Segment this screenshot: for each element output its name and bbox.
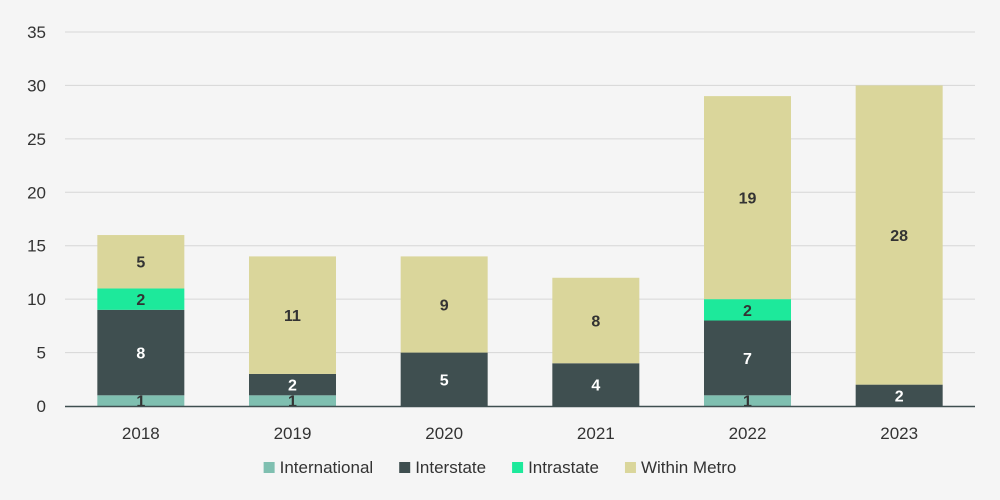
y-tick-label: 30 xyxy=(27,76,46,95)
data-label: 19 xyxy=(739,191,757,208)
data-label: 2 xyxy=(136,292,145,309)
legend-item: International xyxy=(263,458,374,477)
bar-segment xyxy=(249,373,336,396)
bar-segment xyxy=(552,277,640,364)
x-axis: 2018 2019 2020 2021 2022 2023 xyxy=(65,405,975,443)
legend-label: International xyxy=(280,458,374,477)
bar-segment xyxy=(97,288,185,310)
legend-label: Intrastate xyxy=(528,458,599,477)
data-label: 7 xyxy=(743,351,752,368)
bar-segment xyxy=(704,395,791,406)
bar-segment xyxy=(400,352,488,406)
bar-segment xyxy=(552,363,640,406)
bar-segment xyxy=(97,395,185,406)
legend: International Interstate Intrastate Within … xyxy=(263,458,736,477)
legend-item: Within Metro xyxy=(624,458,736,477)
x-tick-label: 2019 xyxy=(274,424,312,443)
bar-segment xyxy=(704,96,791,300)
legend-swatch xyxy=(263,462,275,473)
y-tick-label: 0 xyxy=(37,397,46,416)
data-label: 9 xyxy=(440,297,449,314)
bar-segment xyxy=(855,384,943,406)
legend-swatch xyxy=(512,462,524,473)
data-label: 2 xyxy=(895,388,904,405)
bar-segment xyxy=(400,256,488,353)
bar-segment xyxy=(97,235,185,289)
data-label: 8 xyxy=(136,346,145,363)
y-tick-label: 10 xyxy=(27,290,46,309)
legend-swatch xyxy=(624,462,636,473)
x-tick-label: 2021 xyxy=(577,424,615,443)
data-label: 5 xyxy=(136,255,145,272)
data-label: 1 xyxy=(136,394,145,411)
bar-segment xyxy=(97,309,185,396)
y-tick-label: 15 xyxy=(27,237,46,256)
data-label: 28 xyxy=(890,228,908,245)
bar-segment xyxy=(704,320,791,396)
x-tick-label: 2022 xyxy=(729,424,767,443)
x-tick-label: 2018 xyxy=(122,424,160,443)
bar-segment xyxy=(855,85,943,385)
bar-segment xyxy=(704,299,791,321)
x-tick-label: 2020 xyxy=(425,424,463,443)
data-label: 5 xyxy=(440,372,449,389)
legend-item: Intrastate xyxy=(512,458,599,477)
data-label: 1 xyxy=(743,394,752,411)
y-axis: 0 5 10 15 20 25 30 35 xyxy=(27,23,46,416)
y-tick-label: 35 xyxy=(27,23,46,42)
bar-segment xyxy=(249,256,336,374)
data-label: 2 xyxy=(743,303,752,320)
y-tick-label: 25 xyxy=(27,130,46,149)
x-tick-label: 2023 xyxy=(880,424,918,443)
legend-label: Within Metro xyxy=(641,458,736,477)
data-label: 4 xyxy=(591,378,600,395)
bar-segment xyxy=(249,395,336,406)
legend-label: Interstate xyxy=(415,458,486,477)
data-label: 11 xyxy=(284,308,301,325)
data-label: 1 xyxy=(288,394,297,411)
legend-item: Interstate xyxy=(399,458,486,477)
y-tick-label: 5 xyxy=(37,344,46,363)
legend-swatch xyxy=(399,462,411,473)
y-tick-label: 20 xyxy=(27,183,46,202)
data-label: 2 xyxy=(288,378,297,395)
data-label: 8 xyxy=(591,314,600,331)
gridlines xyxy=(65,31,975,354)
